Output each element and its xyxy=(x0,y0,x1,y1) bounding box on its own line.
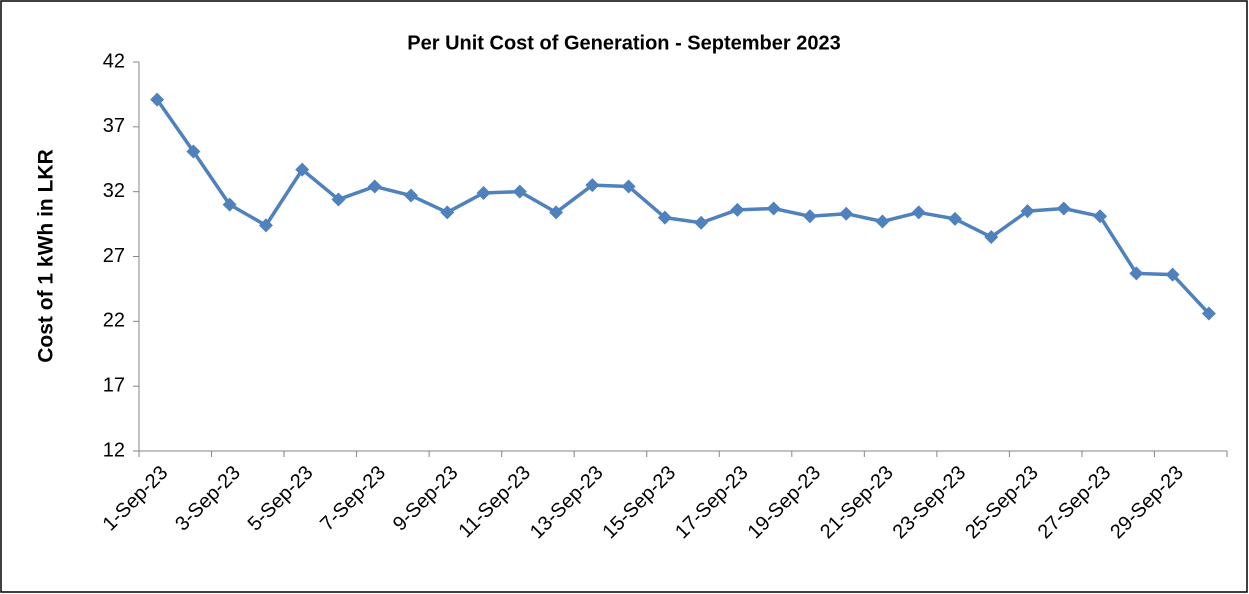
data-point xyxy=(1020,204,1035,219)
data-point xyxy=(295,162,310,177)
chart-title: Per Unit Cost of Generation - September … xyxy=(407,32,840,54)
data-point xyxy=(911,205,926,220)
data-point xyxy=(1201,306,1216,321)
data-point xyxy=(984,230,999,245)
data-point xyxy=(404,188,418,203)
data-point xyxy=(186,144,201,159)
data-point xyxy=(440,205,455,220)
data-point xyxy=(1056,201,1071,216)
data-point xyxy=(331,192,346,207)
y-tick-label: 32 xyxy=(103,180,125,202)
y-axis-label: Cost of 1 kWh in LKR xyxy=(35,149,58,363)
data-point xyxy=(1165,267,1180,282)
data-point xyxy=(476,185,491,200)
data-point xyxy=(730,202,745,217)
data-point xyxy=(766,201,781,216)
data-point xyxy=(512,184,527,199)
y-tick-label: 22 xyxy=(103,310,125,332)
data-point xyxy=(657,210,672,225)
y-tick-label: 17 xyxy=(103,374,125,396)
y-tick-label: 37 xyxy=(103,115,125,137)
data-point xyxy=(258,218,273,233)
data-point xyxy=(802,209,817,224)
data-point xyxy=(222,197,237,212)
data-point xyxy=(1093,209,1108,224)
data-point xyxy=(150,92,165,107)
data-point xyxy=(621,179,636,194)
data-point xyxy=(1129,266,1144,281)
data-point xyxy=(694,215,709,230)
data-point xyxy=(367,179,382,194)
data-point xyxy=(839,206,854,221)
data-point xyxy=(948,211,962,226)
y-tick-label: 42 xyxy=(103,50,125,72)
data-point xyxy=(549,205,564,220)
y-tick-label: 12 xyxy=(103,439,125,461)
data-point xyxy=(585,178,600,193)
data-point xyxy=(875,214,890,229)
y-tick-label: 27 xyxy=(103,245,125,267)
